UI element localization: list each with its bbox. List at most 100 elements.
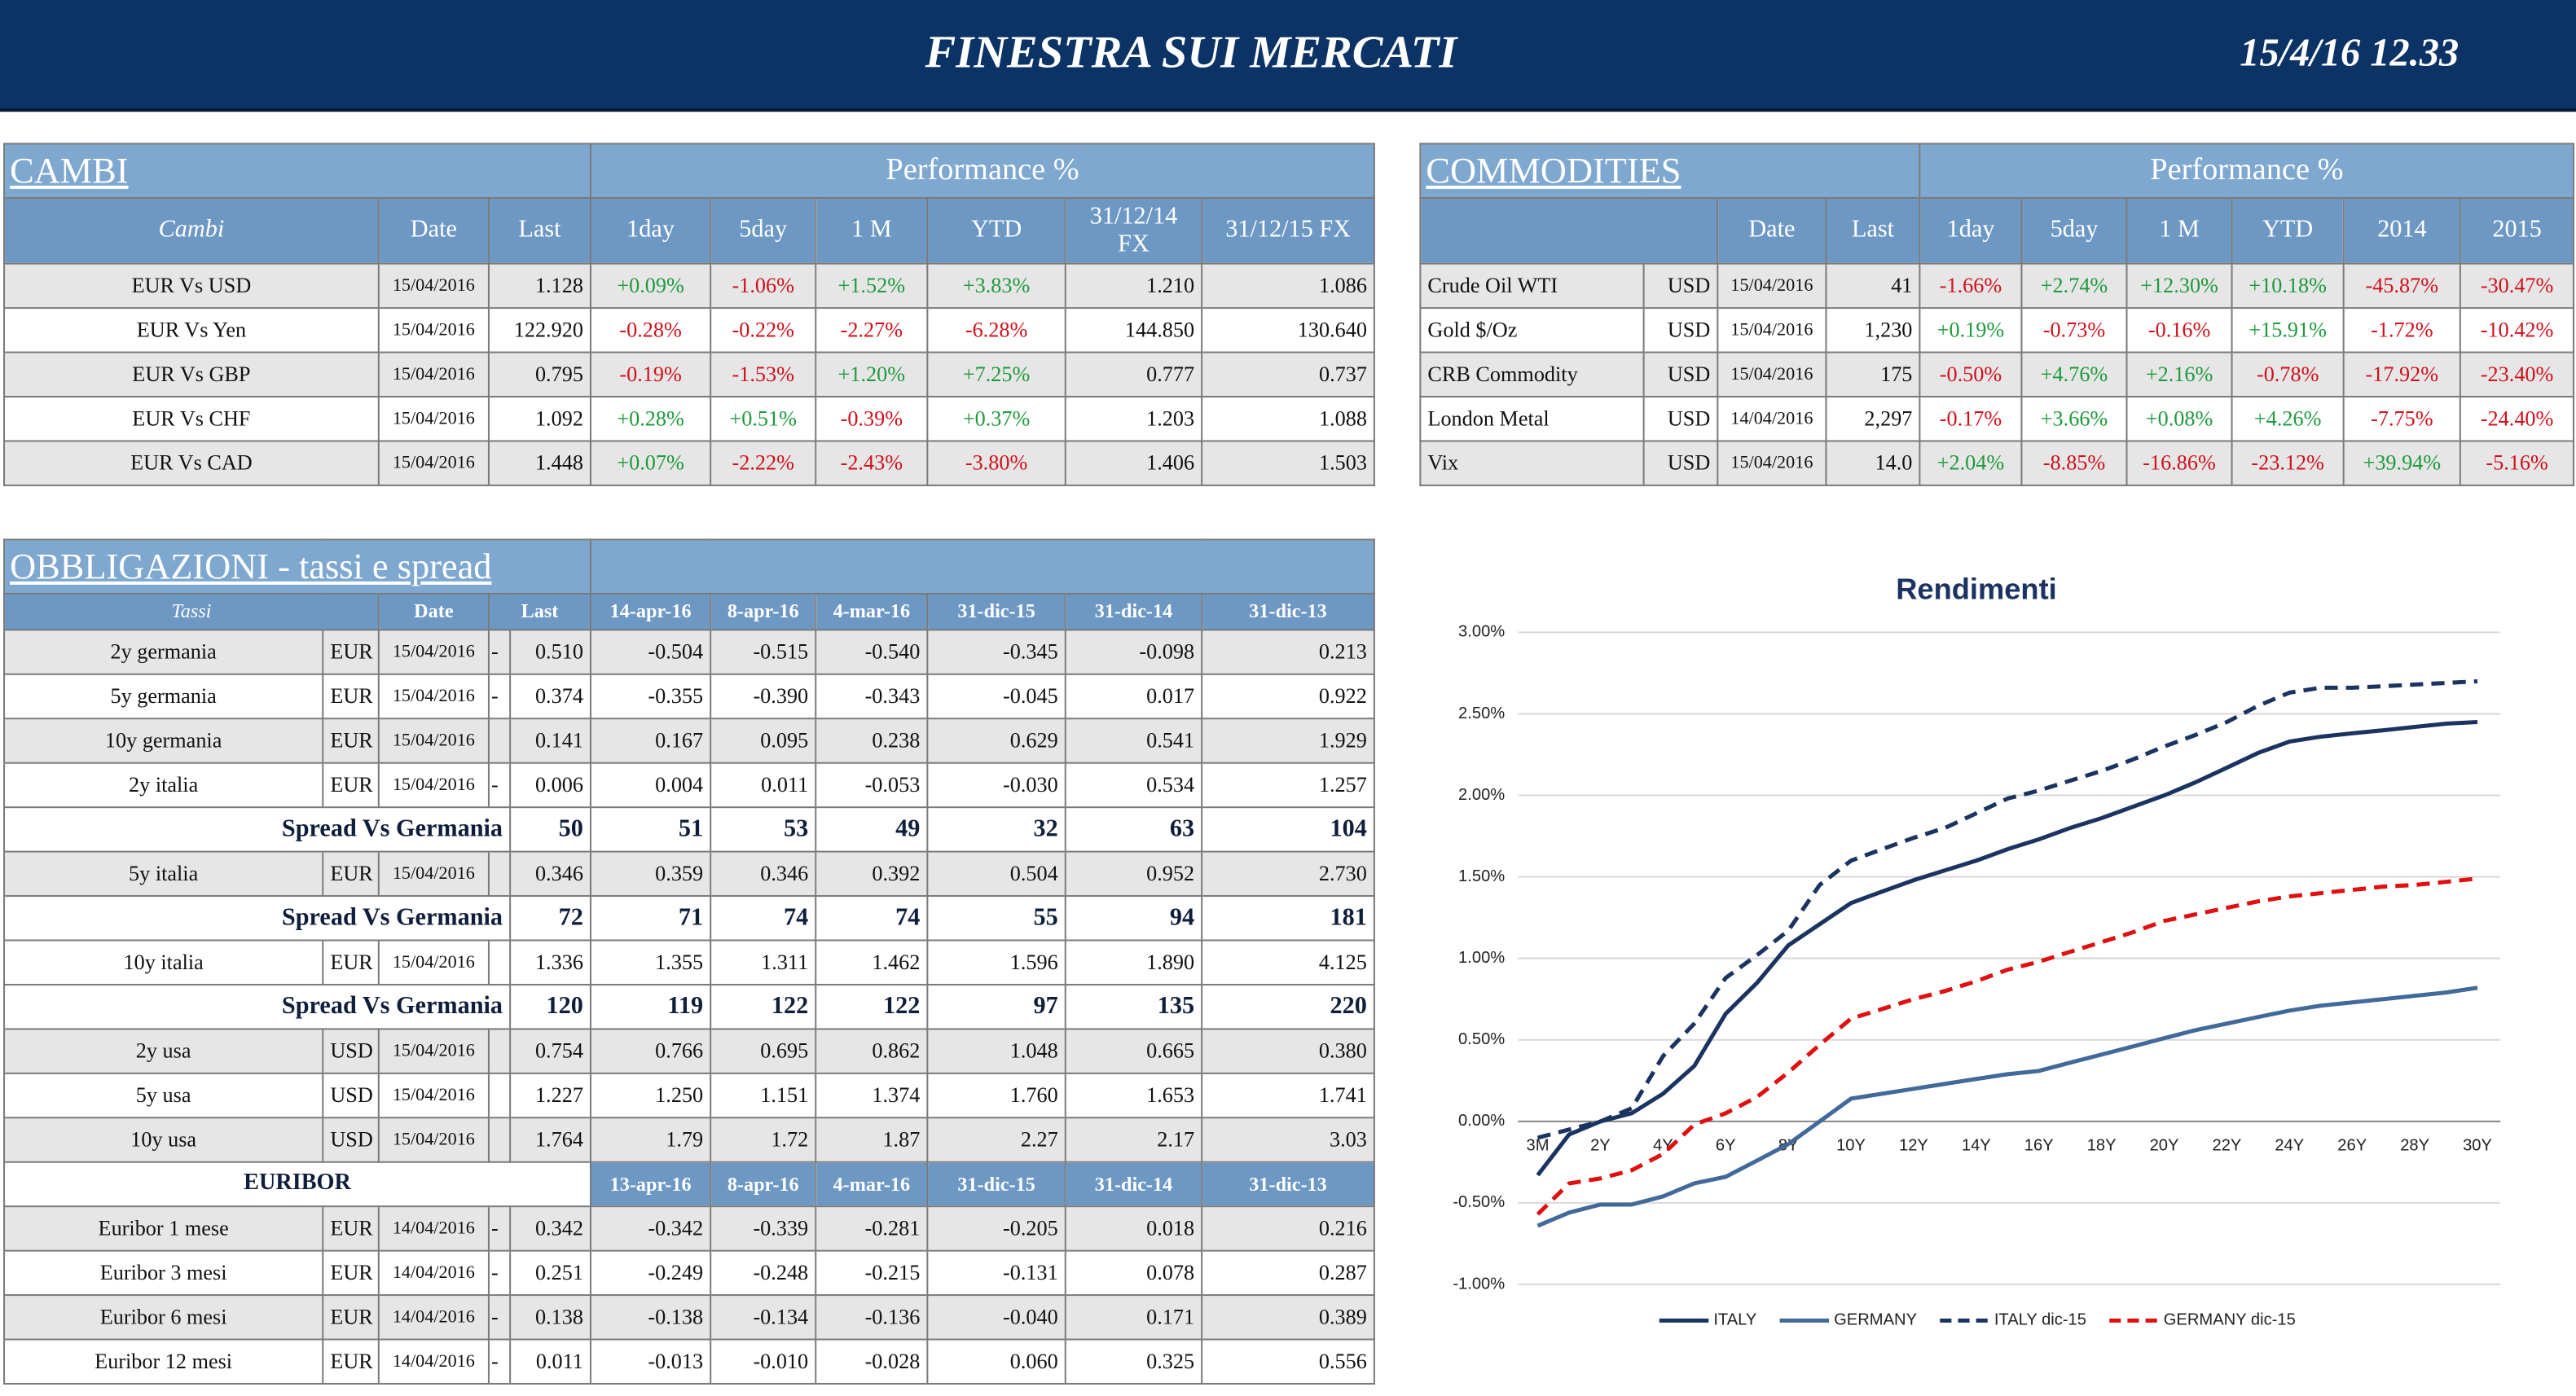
table-cell: 0.325 bbox=[1064, 1338, 1203, 1385]
y-tick-label: 2.00% bbox=[1458, 786, 1505, 804]
table-cell: -0.39% bbox=[815, 396, 929, 442]
empty-cell bbox=[487, 1117, 512, 1163]
table-cell: 0.359 bbox=[589, 850, 712, 898]
table-cell: -0.013 bbox=[589, 1338, 712, 1385]
table-cell: Spread Vs Germania bbox=[3, 806, 512, 853]
table-cell: 1.151 bbox=[710, 1072, 817, 1119]
series-line bbox=[1536, 678, 2478, 1140]
table-cell: -23.40% bbox=[2459, 351, 2575, 398]
table-cell: -16.86% bbox=[2125, 440, 2233, 486]
table-cell: -0.504 bbox=[589, 629, 712, 675]
table-cell: -0.78% bbox=[2231, 351, 2345, 398]
table-cell: 1 M bbox=[2125, 196, 2233, 265]
table-cell: +1.20% bbox=[815, 351, 929, 398]
table-row: Euribor 3 mesi EUR 14/04/2016-0.251 -0.249-… bbox=[3, 1249, 1375, 1297]
x-tick-label: 30Y bbox=[2463, 1136, 2492, 1154]
table-cell: Cambi bbox=[3, 196, 380, 265]
table-cell: EUR Vs Yen bbox=[3, 307, 380, 353]
legend-label: ITALY dic-15 bbox=[1994, 1311, 2086, 1329]
table-cell: 0.095 bbox=[710, 718, 817, 764]
table-cell: 122 bbox=[815, 983, 929, 1030]
table-row: 10y germania EUR 15/04/2016 0.141 0.167 0.095… bbox=[3, 718, 1375, 764]
table-cell: 14/04/2016 bbox=[1717, 396, 1827, 442]
table-cell: 122 bbox=[710, 983, 817, 1030]
table-cell: 5y italia bbox=[3, 850, 324, 898]
table-cell: 1.764 bbox=[509, 1117, 592, 1163]
table-cell: 4.125 bbox=[1201, 939, 1375, 986]
table-cell: Last bbox=[1825, 196, 1921, 265]
table-cell: 0.017 bbox=[1064, 673, 1203, 720]
table-cell: -0.540 bbox=[815, 629, 929, 675]
table-cell: Spread Vs Germania bbox=[3, 983, 512, 1030]
table-cell: 2.17 bbox=[1064, 1117, 1203, 1163]
x-tick-label: 18Y bbox=[2087, 1136, 2117, 1154]
table-cell: Date bbox=[377, 592, 490, 631]
table-cell: 94 bbox=[1064, 895, 1203, 942]
table-cell: 1day bbox=[1919, 196, 2023, 265]
table-cell: -17.92% bbox=[2342, 351, 2461, 398]
chart-area: Rendimenti -1.00% -0.50% 0.00% 0.50% 1.00% 1.… bbox=[1453, 573, 2501, 1329]
table-cell: -2.27% bbox=[815, 307, 929, 353]
table-cell: 1.87 bbox=[815, 1117, 929, 1163]
table-cell: 119 bbox=[589, 983, 712, 1030]
table-cell: -3.80% bbox=[926, 440, 1066, 486]
table-cell: 2.27 bbox=[926, 1117, 1066, 1163]
table-cell: -0.134 bbox=[710, 1294, 817, 1341]
table-cell: -0.16% bbox=[2125, 307, 2233, 353]
table-cell: 15/04/2016 bbox=[377, 440, 490, 486]
table-cell: +0.28% bbox=[589, 396, 712, 442]
y-tick-label: 1.00% bbox=[1458, 949, 1505, 967]
table-cell: USD bbox=[322, 1028, 380, 1074]
table-cell: 15/04/2016 bbox=[377, 1072, 490, 1119]
table-cell: EUR bbox=[322, 1249, 380, 1297]
table-cell: 0.737 bbox=[1201, 351, 1376, 398]
table-cell: 31-dic-15 bbox=[926, 592, 1066, 631]
y-tick-label: -1.00% bbox=[1453, 1275, 1505, 1293]
table-cell: 55 bbox=[926, 895, 1066, 942]
table-cell: USD bbox=[1642, 351, 1719, 398]
table-cell: 13-apr-16 bbox=[589, 1161, 712, 1208]
table-cell: 31/12/15 FX bbox=[1201, 196, 1376, 265]
table-cell: 2y germania bbox=[3, 629, 324, 675]
table-cell: 1.250 bbox=[589, 1072, 712, 1119]
table-cell: -23.12% bbox=[2231, 440, 2345, 486]
table-cell: -2.22% bbox=[710, 440, 817, 486]
legend-label: GERMANY bbox=[1834, 1311, 1917, 1329]
table-cell: 1.503 bbox=[1201, 440, 1376, 486]
table-cell: 31-dic-13 bbox=[1201, 592, 1375, 631]
table-cell: 1.760 bbox=[926, 1072, 1066, 1119]
table-cell: 53 bbox=[710, 806, 817, 853]
table-cell: 1.336 bbox=[509, 939, 592, 986]
table-row: Crude Oil WTI USD 15/04/2016 41 -1.66% +2.74%… bbox=[1419, 262, 2575, 309]
table-cell: -0.131 bbox=[926, 1249, 1066, 1297]
table-cell: 15/04/2016 bbox=[377, 1028, 490, 1074]
x-tick-label: 16Y bbox=[2024, 1136, 2054, 1154]
header-bar: FINESTRA SUI MERCATI 15/4/16 12.33 bbox=[0, 0, 2576, 112]
table-cell: 50 bbox=[509, 806, 592, 853]
table-cell: -0.339 bbox=[710, 1205, 817, 1252]
table-cell: 1.890 bbox=[1064, 939, 1203, 986]
table-cell: 1.462 bbox=[815, 939, 929, 986]
table-cell: EUR bbox=[322, 718, 380, 764]
table-cell: +15.91% bbox=[2231, 307, 2345, 353]
table-cell: +0.08% bbox=[2125, 396, 2233, 442]
x-tick-label: 14Y bbox=[1962, 1136, 1991, 1154]
table-cell: 74 bbox=[815, 895, 929, 942]
table-cell: 1.79 bbox=[589, 1117, 712, 1163]
table-cell: 71 bbox=[589, 895, 712, 942]
table-cell: COMMODITIES bbox=[1419, 143, 1921, 200]
table-cell: 15/04/2016 bbox=[1717, 440, 1827, 486]
table-cell: - bbox=[487, 762, 512, 809]
table-cell: EUR bbox=[322, 1294, 380, 1341]
y-tick-label: 0.00% bbox=[1458, 1112, 1505, 1130]
chart-title: Rendimenti bbox=[1896, 573, 2057, 606]
table-cell: 2014 bbox=[2342, 196, 2461, 265]
table-cell: 8-apr-16 bbox=[710, 592, 817, 631]
table-cell: 1.227 bbox=[509, 1072, 592, 1119]
table-cell: 0.754 bbox=[509, 1028, 592, 1074]
table-cell: 1.203 bbox=[1064, 396, 1203, 442]
table-cell: 1.088 bbox=[1201, 396, 1376, 442]
table-cell: 0.060 bbox=[926, 1338, 1066, 1385]
table-cell: +3.66% bbox=[2020, 396, 2128, 442]
